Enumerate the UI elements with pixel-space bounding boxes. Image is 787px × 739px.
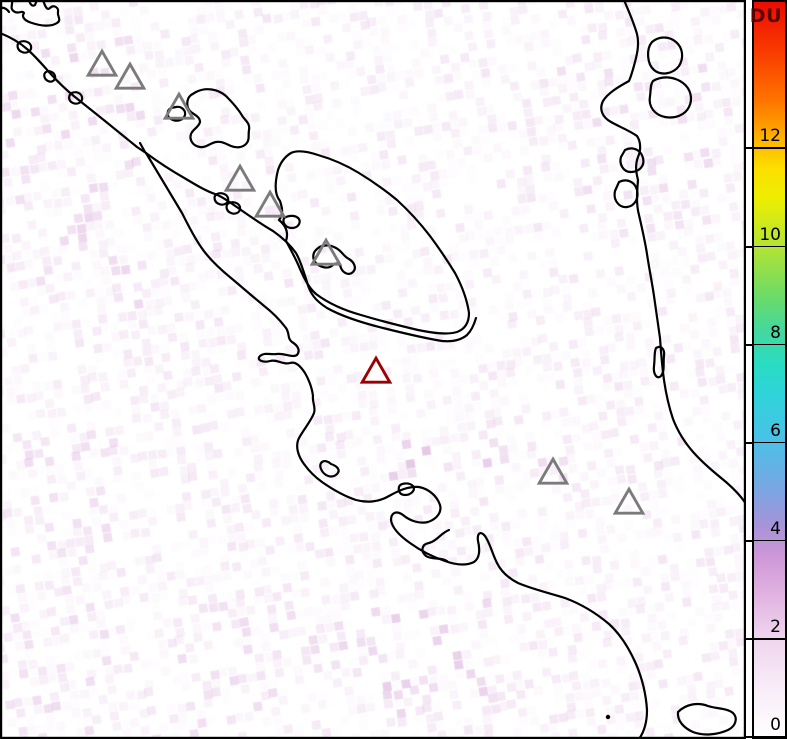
volcano-marker-gray bbox=[85, 48, 119, 77]
coastline-path bbox=[652, 345, 666, 379]
coastline-path bbox=[647, 36, 684, 75]
colorbar-tick-label: 10 bbox=[759, 224, 781, 245]
colorbar-tick-line bbox=[754, 539, 785, 542]
coastline-path bbox=[274, 150, 471, 335]
small-island-dot bbox=[605, 714, 611, 720]
volcano-marker-gray bbox=[536, 456, 570, 485]
coastline-path bbox=[397, 482, 415, 497]
volcano-marker-red bbox=[359, 355, 393, 384]
coastline-path bbox=[0, 31, 478, 343]
colorbar-gradient bbox=[754, 2, 785, 737]
coastline-path bbox=[10, 0, 61, 27]
colorbar-tick-line bbox=[754, 736, 785, 738]
coastline-path bbox=[43, 70, 57, 83]
coastline-path bbox=[676, 702, 737, 736]
colorbar-tick-line bbox=[754, 343, 785, 346]
colorbar-tick-mark bbox=[746, 736, 753, 738]
volcano-marker-gray bbox=[113, 61, 147, 90]
colorbar-tick-mark bbox=[746, 147, 753, 150]
map-panel bbox=[0, 0, 746, 739]
coastline-path bbox=[421, 528, 451, 563]
colorbar-tick-mark bbox=[746, 637, 753, 640]
coastline-path bbox=[16, 40, 33, 54]
colorbar-tick-label: 2 bbox=[770, 617, 781, 638]
volcano-marker-gray bbox=[253, 189, 287, 218]
volcano-marker-gray bbox=[309, 237, 343, 266]
colorbar-tick-mark bbox=[746, 245, 753, 248]
volcano-marker-gray bbox=[612, 486, 646, 515]
map-frame bbox=[0, 0, 746, 739]
coastline-path bbox=[144, 151, 649, 739]
coastline-path bbox=[613, 179, 639, 209]
coastline-path bbox=[619, 147, 645, 174]
coastline-path bbox=[282, 214, 301, 230]
colorbar-tick-line bbox=[754, 147, 785, 150]
colorbar-tick-label: 4 bbox=[770, 518, 781, 539]
coastline-path bbox=[213, 192, 230, 206]
colorbar-tick-mark bbox=[746, 539, 753, 542]
coastline-and-markers-layer bbox=[0, 0, 746, 739]
colorbar-tick-label: 6 bbox=[770, 420, 781, 441]
colorbar-tick-mark bbox=[746, 441, 753, 444]
colorbar-tick-label: 0 bbox=[770, 715, 781, 736]
colorbar-tick-label: 8 bbox=[770, 322, 781, 343]
coastline-path bbox=[600, 0, 746, 506]
coastline-path bbox=[186, 88, 251, 149]
coastline-path bbox=[225, 201, 242, 215]
colorbar-unit-label: DU bbox=[749, 5, 782, 27]
colorbar-tick-mark bbox=[746, 343, 753, 346]
coastline-path bbox=[68, 91, 84, 105]
coastline-path bbox=[319, 460, 340, 478]
coastline-path bbox=[648, 76, 693, 119]
colorbar-ticks: 0 2 4 6 8 10 12 bbox=[746, 2, 785, 738]
colorbar-tick-line bbox=[754, 245, 785, 248]
colorbar-tick-line bbox=[754, 441, 785, 444]
colorbar-tick-label: 12 bbox=[759, 126, 781, 147]
colorbar: 0 2 4 6 8 10 12 DU bbox=[746, 0, 787, 739]
coastline-path bbox=[138, 141, 147, 154]
volcano-marker-gray bbox=[223, 163, 257, 192]
colorbar-tick-line bbox=[754, 637, 785, 640]
so2-density-noise-field bbox=[0, 0, 746, 739]
volcano-marker-gray bbox=[162, 91, 196, 120]
